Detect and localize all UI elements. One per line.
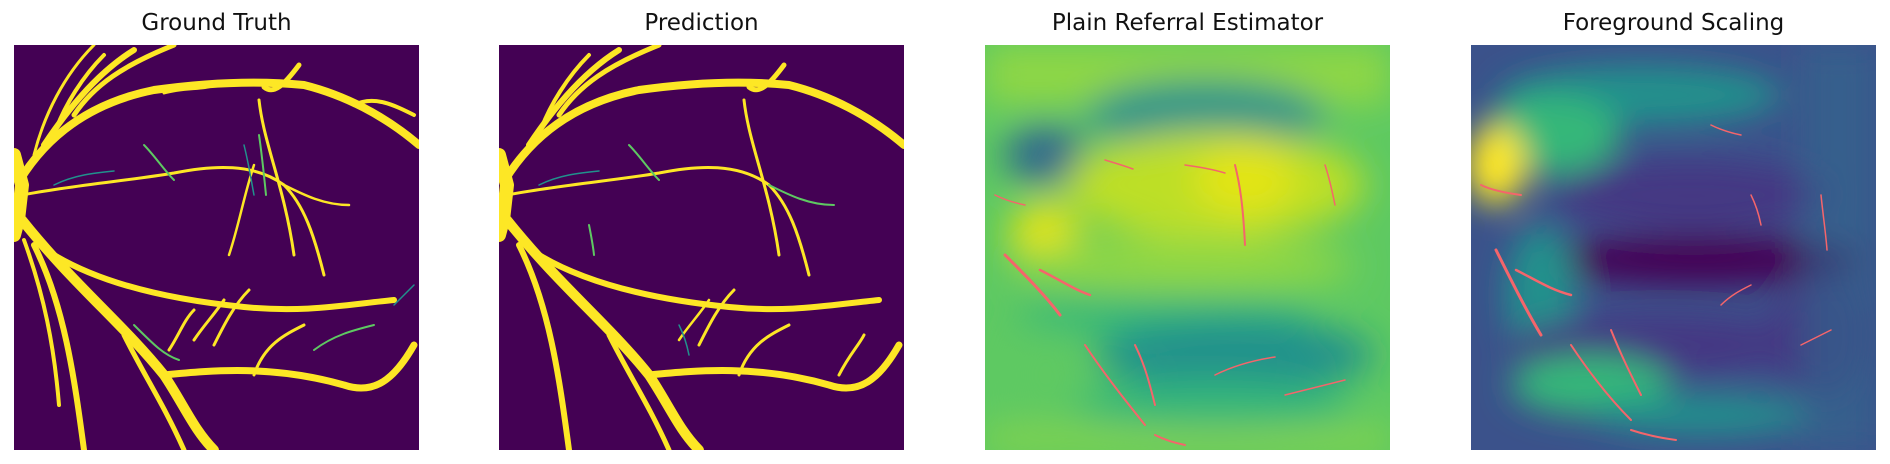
panel-title: Ground Truth [14,8,419,38]
plain-referral-heatmap [985,45,1390,450]
panel-plain-referral-estimator: Plain Referral Estimator [985,0,1390,464]
panel-title: Plain Referral Estimator [985,8,1390,38]
panel-prediction: Prediction [499,0,904,464]
prediction-image [499,45,904,450]
foreground-scaling-heatmap [1471,45,1876,450]
panel-foreground-scaling: Foreground Scaling [1471,0,1876,464]
panel-ground-truth: Ground Truth [14,0,419,464]
foreground-scaling-heatmap-graphic [1471,45,1876,450]
panel-title: Foreground Scaling [1471,8,1876,38]
prediction-vessel-map [499,45,904,450]
ground-truth-vessel-map [14,45,419,450]
panel-title: Prediction [499,8,904,38]
plain-referral-heatmap-graphic [985,45,1390,450]
ground-truth-image [14,45,419,450]
